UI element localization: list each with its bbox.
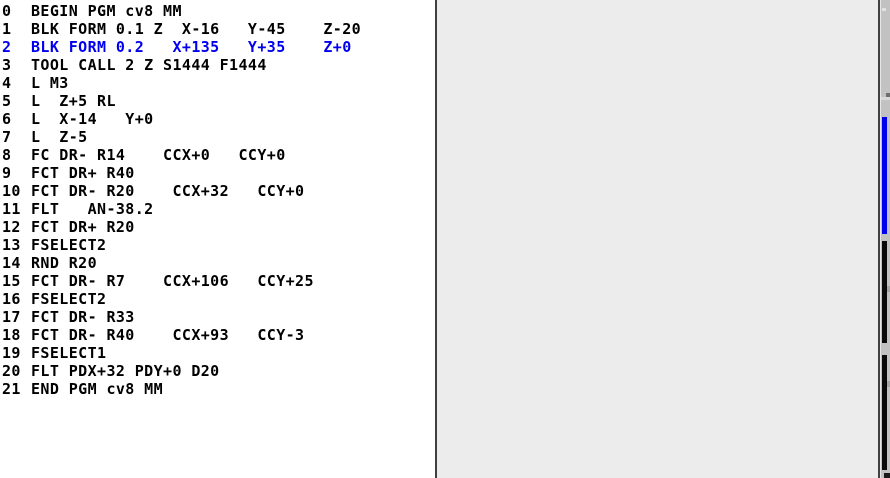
program-line[interactable]: 1 BLK FORM 0.1 Z X-16 Y-45 Z-20 (0, 20, 435, 38)
scrollbar-end-mark (884, 473, 890, 478)
program-line[interactable]: 5 L Z+5 RL (0, 92, 435, 110)
block-text: FC DR- R14 CCX+0 CCY+0 (31, 146, 286, 164)
block-number: 2 (2, 38, 12, 56)
program-line[interactable]: 0 BEGIN PGM cv8 MM (0, 2, 435, 20)
scrollbar-tick (887, 286, 890, 292)
block-number: 4 (2, 74, 12, 92)
program-line[interactable]: 6 L X-14 Y+0 (0, 110, 435, 128)
program-line[interactable]: 11 FLT AN-38.2 (0, 200, 435, 218)
block-text: FLT PDX+32 PDY+0 D20 (31, 362, 220, 380)
block-text: FCT DR+ R40 (31, 164, 135, 182)
program-line[interactable]: 15 FCT DR- R7 CCX+106 CCY+25 (0, 272, 435, 290)
block-number: 11 (2, 200, 21, 218)
program-line[interactable]: 21 END PGM cv8 MM (0, 380, 435, 398)
block-number: 1 (2, 20, 12, 38)
program-line[interactable]: 20 FLT PDX+32 PDY+0 D20 (0, 362, 435, 380)
scrollbar-tick (886, 93, 890, 97)
program-line[interactable]: 19 FSELECT1 (0, 344, 435, 362)
program-line[interactable]: 4 L M3 (0, 74, 435, 92)
pane-divider (435, 0, 437, 478)
block-number: 19 (2, 344, 21, 362)
program-line[interactable]: 14 RND R20 (0, 254, 435, 272)
block-number: 0 (2, 2, 12, 20)
program-line[interactable]: 18 FCT DR- R40 CCX+93 CCY-3 (0, 326, 435, 344)
block-text: RND R20 (31, 254, 98, 272)
block-number: 5 (2, 92, 12, 110)
program-line[interactable]: 16 FSELECT2 (0, 290, 435, 308)
block-number: 7 (2, 128, 12, 146)
block-text: L M3 (31, 74, 69, 92)
block-number: 8 (2, 146, 12, 164)
block-text: BLK FORM 0.2 X+135 Y+35 Z+0 (31, 38, 352, 56)
block-text: FSELECT1 (31, 344, 107, 362)
block-number: 10 (2, 182, 21, 200)
program-line[interactable]: 17 FCT DR- R33 (0, 308, 435, 326)
block-text: FCT DR- R33 (31, 308, 135, 326)
program-line[interactable]: 9 FCT DR+ R40 (0, 164, 435, 182)
scrollbar-bar-inactive (882, 241, 887, 343)
block-number: 20 (2, 362, 21, 380)
block-number: 9 (2, 164, 12, 182)
block-text: L X-14 Y+0 (31, 110, 154, 128)
block-text: FCT DR- R7 CCX+106 CCY+25 (31, 272, 314, 290)
block-number: 18 (2, 326, 21, 344)
program-line[interactable]: 2 BLK FORM 0.2 X+135 Y+35 Z+0 (0, 38, 435, 56)
block-text: FSELECT2 (31, 236, 107, 254)
program-listing: 0 BEGIN PGM cv8 MM 1 BLK FORM 0.1 Z X-16… (0, 2, 435, 398)
program-line[interactable]: 13 FSELECT2 (0, 236, 435, 254)
block-text: FLT AN-38.2 (31, 200, 154, 218)
scrollbar-thumb-active[interactable] (882, 117, 887, 234)
block-text: FCT DR+ R20 (31, 218, 135, 236)
block-number: 16 (2, 290, 21, 308)
scrollbar-track[interactable] (880, 0, 890, 478)
scrollbar-tick (887, 381, 890, 387)
block-text: FSELECT2 (31, 290, 107, 308)
block-number: 17 (2, 308, 21, 326)
block-text: L Z-5 (31, 128, 88, 146)
graphics-panel-border (878, 0, 880, 478)
block-text: FCT DR- R20 CCX+32 CCY+0 (31, 182, 305, 200)
block-number: 15 (2, 272, 21, 290)
block-text: FCT DR- R40 CCX+93 CCY-3 (31, 326, 305, 344)
graphics-panel (437, 0, 878, 478)
scrollbar-notch (882, 8, 886, 11)
block-number: 6 (2, 110, 12, 128)
block-text: BEGIN PGM cv8 MM (31, 2, 182, 20)
block-number: 21 (2, 380, 21, 398)
program-line[interactable]: 7 L Z-5 (0, 128, 435, 146)
program-line[interactable]: 8 FC DR- R14 CCX+0 CCY+0 (0, 146, 435, 164)
block-text: BLK FORM 0.1 Z X-16 Y-45 Z-20 (31, 20, 362, 38)
block-text: TOOL CALL 2 Z S1444 F1444 (31, 56, 267, 74)
program-line[interactable]: 12 FCT DR+ R20 (0, 218, 435, 236)
program-line[interactable]: 10 FCT DR- R20 CCX+32 CCY+0 (0, 182, 435, 200)
block-number: 3 (2, 56, 12, 74)
block-text: END PGM cv8 MM (31, 380, 164, 398)
block-text: L Z+5 RL (31, 92, 116, 110)
block-number: 12 (2, 218, 21, 236)
block-number: 14 (2, 254, 21, 272)
scrollbar-notch (881, 97, 890, 100)
block-number: 13 (2, 236, 21, 254)
scrollbar-bar-inactive (882, 355, 887, 470)
program-line[interactable]: 3 TOOL CALL 2 Z S1444 F1444 (0, 56, 435, 74)
